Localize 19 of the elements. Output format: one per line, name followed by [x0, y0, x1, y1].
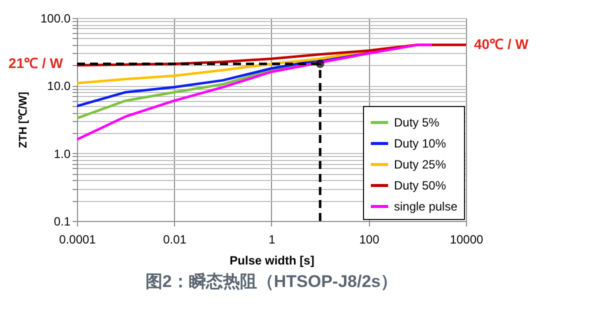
y-tick-label: 100.0 — [40, 12, 71, 26]
legend-label: Duty 50% — [394, 178, 446, 192]
y-tick-label: 0.1 — [54, 214, 71, 228]
x-axis-title: Pulse width [s] — [230, 254, 314, 268]
x-tick-label: 100 — [359, 232, 380, 246]
x-tick-label: 0.0001 — [59, 232, 96, 246]
y-axis-title: ZTH [℃/W] — [17, 92, 30, 148]
y-tick-label: 10.0 — [47, 79, 71, 94]
legend-label: Duty 10% — [394, 136, 446, 150]
x-tick-label: 10000 — [450, 232, 484, 246]
y-tick-label: 1.0 — [54, 146, 71, 161]
legend-label: Duty 25% — [394, 158, 446, 172]
text: 图2：瞬态热阻（HTSOP-J8/2s） — [145, 272, 398, 291]
x-tick-label: 0.01 — [163, 232, 187, 246]
x-tick-label: 1 — [268, 232, 276, 246]
annotation: 21℃ / W — [8, 54, 64, 71]
annotation: 40℃ / W — [474, 36, 530, 52]
legend-label: single pulse — [394, 200, 458, 214]
legend-label: Duty 5% — [394, 116, 440, 130]
